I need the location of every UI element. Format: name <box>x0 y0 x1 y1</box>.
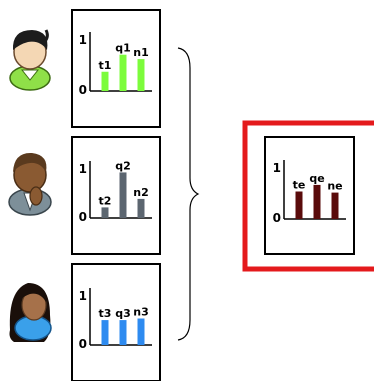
highlight-box <box>242 120 374 272</box>
ytick-bottom-person-2: 0 <box>79 210 87 224</box>
bar-n1 <box>137 59 145 91</box>
ytick-top-person-3: 1 <box>79 289 87 303</box>
bar-ne <box>331 192 339 219</box>
bar-q2 <box>119 172 127 218</box>
bar-qe <box>313 184 321 219</box>
bar-label-q3: q3 <box>115 307 131 320</box>
panel-result <box>264 136 355 255</box>
ytick-top-result: 1 <box>273 161 281 175</box>
person-long-hair-icon <box>9 283 52 342</box>
ytick-top-person-2: 1 <box>79 162 87 176</box>
bar-label-qe: qe <box>309 172 324 185</box>
bar-label-ne: ne <box>327 180 342 193</box>
bar-n3 <box>137 318 145 345</box>
bar-label-q2: q2 <box>115 159 131 172</box>
bar-label-t1: t1 <box>99 59 112 72</box>
bar-t1 <box>101 71 109 91</box>
panel-person-2 <box>71 136 161 255</box>
person-thinking-icon <box>8 152 52 216</box>
bar-n2 <box>137 198 145 218</box>
ytick-bottom-person-3: 0 <box>79 337 87 351</box>
panel-person-3 <box>71 263 161 381</box>
bar-q3 <box>119 320 127 345</box>
bar-label-t2: t2 <box>99 194 112 207</box>
bar-label-te: te <box>293 179 306 192</box>
panel-person-1 <box>71 9 161 128</box>
bar-te <box>295 191 303 219</box>
ytick-bottom-result: 0 <box>273 211 281 225</box>
bar-label-n3: n3 <box>133 306 149 319</box>
bar-t3 <box>101 320 109 345</box>
bar-label-n2: n2 <box>133 186 149 199</box>
bar-label-q1: q1 <box>115 42 131 55</box>
aggregation-brace <box>177 47 200 341</box>
bar-label-n1: n1 <box>133 46 149 59</box>
ytick-top-person-1: 1 <box>79 33 87 47</box>
bar-t2 <box>101 207 109 218</box>
ytick-bottom-person-1: 0 <box>79 83 87 97</box>
bar-q1 <box>119 54 127 91</box>
bar-label-t3: t3 <box>99 307 112 320</box>
person-green-shirt-icon <box>9 29 51 91</box>
